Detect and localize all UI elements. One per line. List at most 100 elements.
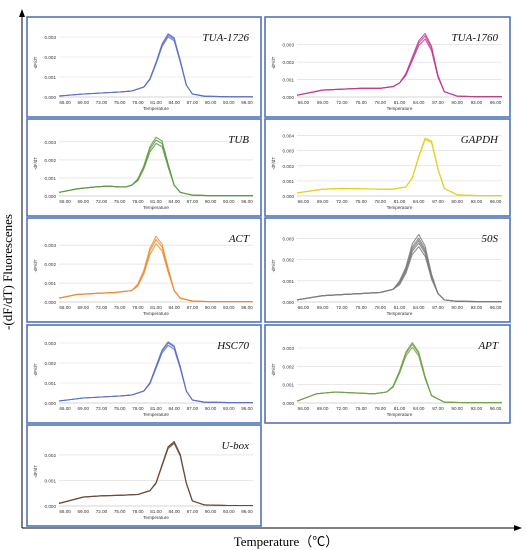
x-tick-label: 81.00 — [150, 406, 162, 411]
y-tick-label: 0.002 — [45, 262, 57, 267]
x-tick-label: 75.00 — [355, 406, 367, 411]
outer-y-arrow — [19, 9, 25, 17]
y-tick-label: 0.001 — [45, 176, 57, 181]
x-tick-label: 87.00 — [187, 305, 199, 310]
x-tick-label: 75.00 — [355, 100, 367, 105]
x-tick-label: 84.00 — [413, 305, 425, 310]
x-tick-label: 90.00 — [451, 305, 463, 310]
y-axis-label: -dF/dT — [33, 465, 38, 478]
x-tick-label: 90.00 — [205, 509, 217, 514]
x-tick-label: 87.00 — [432, 199, 444, 204]
x-axis-label: Temperature — [143, 205, 169, 210]
figure-ylabel: -(dF/dT) Fluorescenes — [0, 214, 15, 330]
y-axis-label: -dF/dT — [271, 56, 276, 69]
y-tick-label: 0.003 — [283, 149, 295, 154]
x-tick-label: 93.00 — [223, 199, 235, 204]
x-tick-label: 81.00 — [150, 509, 162, 514]
x-tick-label: 66.00 — [59, 406, 71, 411]
x-tick-label: 78.00 — [132, 406, 144, 411]
y-tick-label: 0.001 — [283, 179, 295, 184]
x-tick-label: 78.00 — [132, 199, 144, 204]
panel-act: 0.000 0.001 0.002 0.003 66.00 69.00 72.00 75.00… — [26, 217, 262, 323]
x-tick-label: 84.00 — [168, 199, 180, 204]
y-tick-label: 0.001 — [45, 478, 57, 483]
y-tick-label: 0.002 — [45, 158, 57, 163]
y-tick-label: 0.003 — [45, 341, 57, 346]
gene-label: U-box — [222, 440, 250, 452]
x-tick-label: 93.00 — [471, 406, 483, 411]
panel-frame — [264, 16, 511, 118]
gene-label: 50S — [482, 233, 499, 245]
panel-frame — [264, 324, 511, 424]
y-tick-label: 0.000 — [45, 401, 57, 406]
y-tick-label: 0.001 — [45, 75, 57, 80]
gene-label: TUA-1726 — [203, 32, 250, 44]
panel-gapdh: 0.000 0.001 0.002 0.003 0.004 66.00 69.00 72.00… — [264, 118, 511, 217]
y-tick-label: 0.002 — [45, 361, 57, 366]
x-tick-label: 93.00 — [223, 100, 235, 105]
x-tick-label: 96.00 — [490, 100, 502, 105]
x-tick-label: 84.00 — [168, 509, 180, 514]
x-tick-label: 84.00 — [413, 199, 425, 204]
x-tick-label: 72.00 — [336, 100, 348, 105]
series-line-replicate-3 — [296, 137, 503, 197]
series-line-replicate-5 — [296, 233, 502, 303]
y-tick-label: 0.001 — [45, 281, 57, 286]
y-tick-label: 0.001 — [45, 381, 57, 386]
y-tick-label: 0.000 — [45, 504, 57, 509]
x-tick-label: 96.00 — [241, 305, 253, 310]
x-axis-label: Temperature — [143, 311, 169, 316]
x-axis-label: Temperature — [387, 412, 413, 417]
y-axis-label: -dF/dT — [271, 363, 276, 376]
x-tick-label: 81.00 — [394, 305, 406, 310]
y-tick-label: 0.003 — [45, 35, 57, 40]
x-tick-label: 87.00 — [432, 406, 444, 411]
panel-frame — [26, 324, 262, 424]
x-tick-label: 93.00 — [223, 509, 235, 514]
x-tick-label: 87.00 — [187, 509, 199, 514]
x-tick-label: 75.00 — [114, 509, 126, 514]
x-tick-label: 66.00 — [298, 199, 310, 204]
x-tick-label: 90.00 — [205, 305, 217, 310]
x-tick-label: 72.00 — [96, 509, 108, 514]
series-line-replicate-3 — [296, 32, 502, 98]
y-tick-label: 0.003 — [283, 346, 295, 351]
x-tick-label: 87.00 — [187, 199, 199, 204]
x-tick-label: 75.00 — [355, 305, 367, 310]
x-tick-label: 93.00 — [471, 199, 483, 204]
x-tick-label: 96.00 — [490, 305, 502, 310]
x-tick-label: 81.00 — [150, 100, 162, 105]
gene-label: GAPDH — [461, 134, 499, 146]
y-axis-label: -dF/dT — [33, 157, 38, 170]
x-tick-label: 81.00 — [394, 100, 406, 105]
x-tick-label: 84.00 — [413, 100, 425, 105]
x-tick-label: 69.00 — [78, 199, 90, 204]
x-tick-label: 66.00 — [59, 305, 71, 310]
x-tick-label: 78.00 — [132, 509, 144, 514]
panel-hsc70: 0.000 0.001 0.002 0.003 66.00 69.00 72.00 75.00… — [26, 324, 262, 424]
y-tick-label: 0.000 — [283, 95, 295, 100]
gene-label: TUA-1760 — [452, 32, 499, 44]
panel-tua-1726: 0.000 0.001 0.002 0.003 66.00 69.00 72.00 75.00… — [26, 16, 262, 118]
panel-tua-1760: 0.000 0.001 0.002 0.003 66.00 69.00 72.00 75.00… — [264, 16, 511, 118]
y-tick-label: 0.000 — [45, 194, 57, 199]
y-tick-label: 0.000 — [283, 300, 295, 305]
x-axis-label: Temperature — [143, 412, 169, 417]
y-tick-label: 0.000 — [283, 401, 295, 406]
x-tick-label: 72.00 — [336, 199, 348, 204]
panel-frame — [26, 16, 262, 118]
x-tick-label: 90.00 — [451, 199, 463, 204]
x-tick-label: 69.00 — [317, 100, 329, 105]
x-tick-label: 69.00 — [317, 305, 329, 310]
x-tick-label: 69.00 — [78, 406, 90, 411]
y-tick-label: 0.001 — [283, 279, 295, 284]
x-tick-label: 81.00 — [394, 199, 406, 204]
x-tick-label: 69.00 — [317, 406, 329, 411]
y-axis-label: -dF/dT — [33, 363, 38, 376]
figure-xlabel: Temperature（℃） — [234, 534, 339, 549]
x-tick-label: 75.00 — [114, 305, 126, 310]
gene-label: TUB — [228, 134, 249, 146]
y-tick-label: 0.000 — [45, 300, 57, 305]
x-tick-label: 75.00 — [114, 199, 126, 204]
